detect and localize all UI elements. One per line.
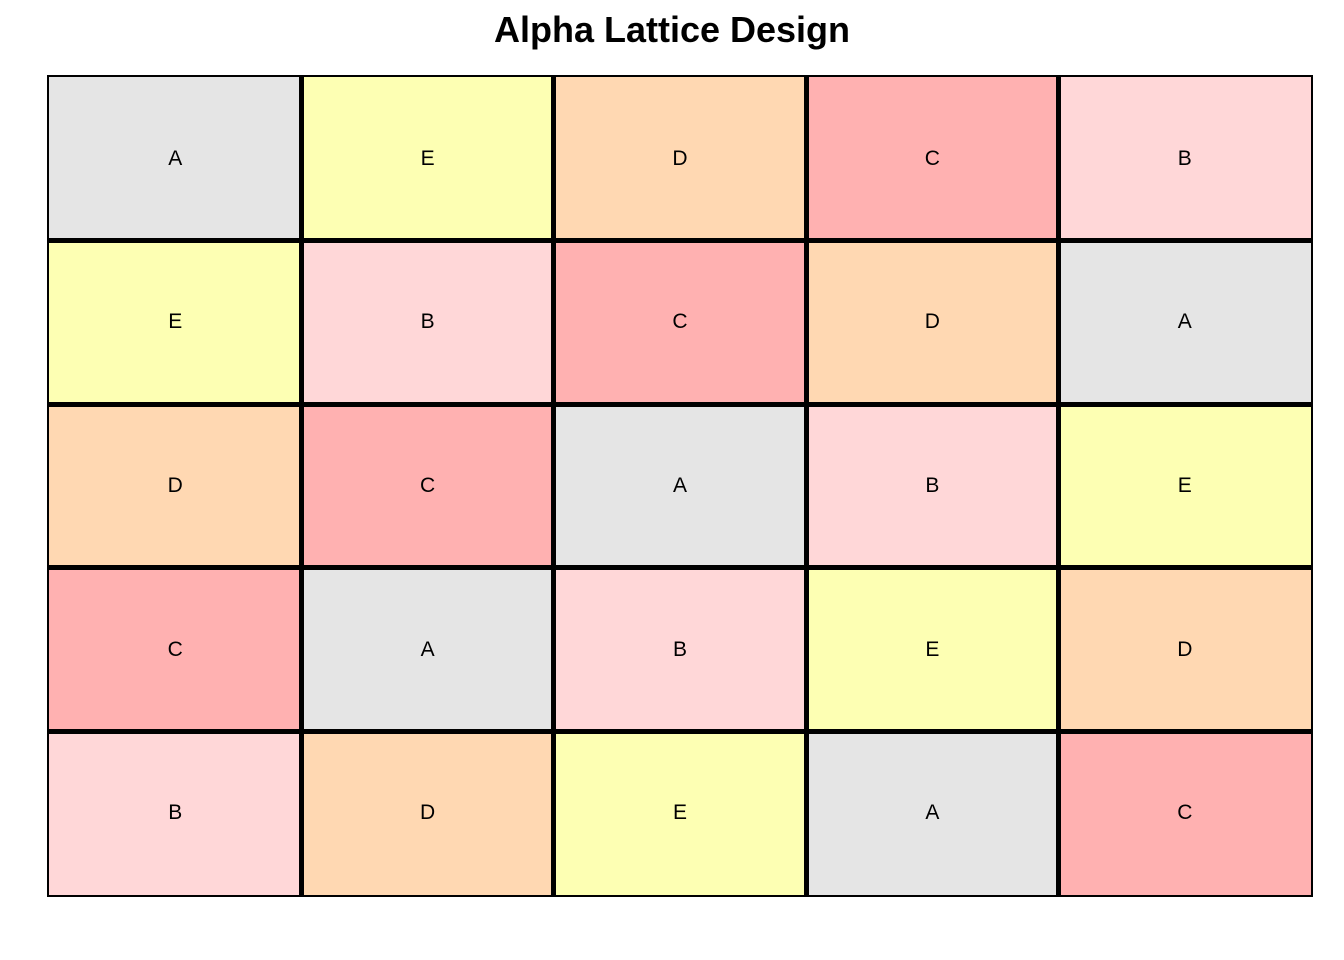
plot-cell-r1-c5: B — [1058, 77, 1311, 241]
treatment-label: B — [1177, 146, 1192, 170]
column-divider — [1056, 77, 1062, 895]
plot-cell-r3-c3: A — [553, 404, 807, 568]
treatment-label: C — [420, 473, 436, 497]
plot-cell-r2-c2: B — [301, 240, 554, 405]
row-divider — [49, 565, 1311, 571]
treatment-label: A — [672, 473, 687, 497]
plot-cell-r5-c2: D — [301, 731, 554, 895]
treatment-label: C — [1177, 801, 1193, 825]
treatment-label: A — [1177, 310, 1192, 334]
treatment-label: E — [168, 310, 183, 334]
plot-cell-r1-c1: A — [49, 77, 302, 241]
treatment-label: D — [924, 310, 940, 334]
plot-cell-r2-c4: D — [806, 240, 1059, 405]
plot-cell-r5-c5: C — [1058, 731, 1311, 895]
column-divider — [551, 77, 557, 895]
plot-cell-r3-c1: D — [49, 404, 302, 568]
column-divider — [803, 77, 809, 895]
treatment-label: E — [925, 637, 940, 661]
plot-cell-r5-c3: E — [553, 731, 807, 895]
page-title: Alpha Lattice Design — [493, 9, 851, 50]
plot-cell-r4-c2: A — [301, 567, 554, 732]
plot-cell-r3-c5: E — [1058, 404, 1311, 568]
treatment-label: C — [924, 146, 940, 170]
row-divider — [49, 238, 1311, 244]
column-divider — [298, 77, 304, 895]
plot-cell-r3-c2: C — [301, 404, 554, 568]
plot-cell-r2-c1: E — [49, 240, 302, 405]
treatment-label: E — [1177, 473, 1192, 497]
plot-cell-r4-c1: C — [49, 567, 302, 732]
lattice-grid: A E D C B E B C D A D C A B E C A B E D B D E A C — [47, 75, 1313, 897]
plot-cell-r2-c5: A — [1058, 240, 1311, 405]
treatment-label: A — [925, 801, 940, 825]
treatment-label: D — [1177, 637, 1193, 661]
plot-cell-r3-c4: B — [806, 404, 1059, 568]
plot-cell-r2-c3: C — [553, 240, 807, 405]
plot-cell-r5-c1: B — [49, 731, 302, 895]
treatment-label: A — [168, 146, 183, 170]
treatment-label: B — [168, 801, 183, 825]
row-divider — [49, 401, 1311, 407]
plot-cell-r4-c4: E — [806, 567, 1059, 732]
plot-cell-r1-c2: E — [301, 77, 554, 241]
treatment-label: B — [925, 473, 940, 497]
plot-cell-r1-c3: D — [553, 77, 807, 241]
treatment-label: B — [420, 310, 435, 334]
treatment-label: C — [672, 310, 688, 334]
treatment-label: D — [672, 146, 688, 170]
plot-cell-r4-c5: D — [1058, 567, 1311, 732]
treatment-label: D — [420, 801, 436, 825]
row-divider — [49, 728, 1311, 734]
plot-cell-r4-c3: B — [553, 567, 807, 732]
treatment-label: E — [672, 801, 687, 825]
plot-cell-r1-c4: C — [806, 77, 1059, 241]
treatment-label: D — [167, 473, 183, 497]
plot-cell-r5-c4: A — [806, 731, 1059, 895]
treatment-label: B — [672, 637, 687, 661]
treatment-label: E — [420, 146, 435, 170]
treatment-label: C — [167, 637, 183, 661]
treatment-label: A — [420, 637, 435, 661]
